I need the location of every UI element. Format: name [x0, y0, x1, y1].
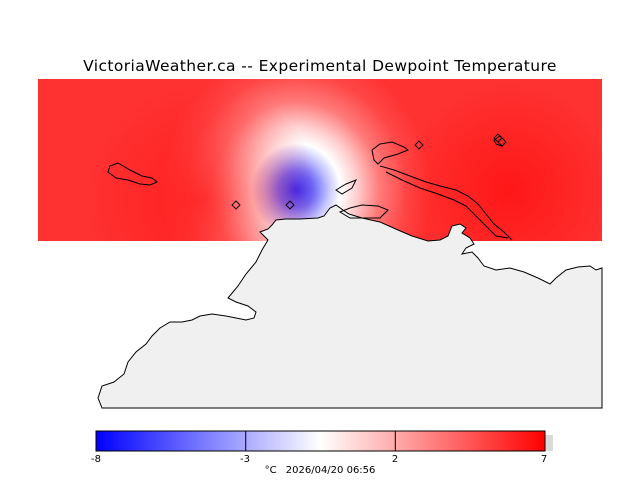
map-title: VictoriaWeather.ca -- Experimental Dewpo…	[83, 57, 557, 75]
station-markers	[231, 133, 507, 210]
colorbar-tick-label: -8	[91, 454, 101, 465]
colorbar-tick-label: 2	[391, 454, 399, 465]
colorbar-tick-label: 7	[540, 454, 548, 465]
station-marker	[414, 140, 424, 150]
colorbar	[95, 430, 553, 452]
unit-label: °C	[264, 465, 277, 476]
land-mass	[97, 204, 603, 409]
colorbar-caption: °C 2026/04/20 06:56	[0, 465, 640, 476]
dewpoint-field	[38, 79, 602, 241]
coastlines	[107, 135, 513, 241]
colorbar-tick-label: -3	[240, 454, 250, 465]
station-marker	[231, 200, 241, 210]
station-marker	[285, 200, 295, 210]
station-marker	[497, 137, 507, 147]
timestamp: 2026/04/20 06:56	[285, 465, 376, 476]
